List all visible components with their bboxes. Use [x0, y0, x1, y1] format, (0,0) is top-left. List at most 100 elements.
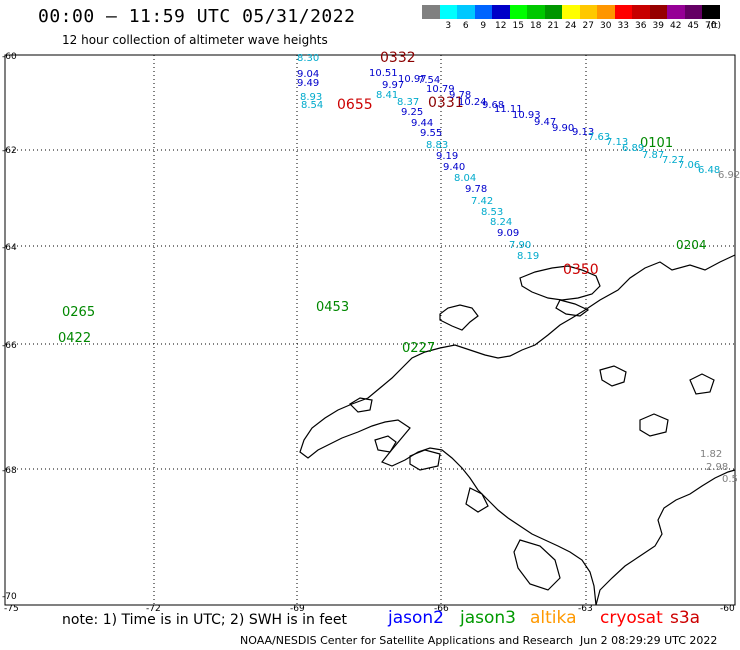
swh-value: 1.82 [700, 449, 723, 460]
swh-value: 9.04 [297, 69, 320, 80]
scale-swatch [702, 5, 720, 19]
scale-tick-label: 33 [617, 21, 629, 31]
scale-swatch [614, 5, 632, 19]
scale-swatch [457, 5, 475, 19]
page-subtitle: 12 hour collection of altimeter wave hei… [62, 33, 328, 47]
page-title: 00:00 – 11:59 UTC 05/31/2022 [38, 6, 356, 27]
scale-swatch [509, 5, 527, 19]
swh-value: 10.93 [512, 110, 541, 121]
legend-s3a: s3a [670, 608, 701, 628]
scale-swatch [544, 5, 562, 19]
swh-value: 8.93 [300, 92, 323, 103]
swh-value: 7.63 [588, 132, 611, 143]
lat-tick-label: -68 [2, 466, 17, 476]
swh-value: 10.51 [369, 68, 398, 79]
legend-cryosat: cryosat [600, 608, 663, 628]
lon-tick-label: -66 [434, 604, 449, 614]
swh-value: 9.44 [411, 118, 434, 129]
scale-swatch [527, 5, 545, 19]
swh-value: 7.42 [471, 196, 494, 207]
swh-value: 9.90 [552, 123, 575, 134]
scale-unit: (ft) [707, 21, 722, 31]
swh-value: 7.90 [509, 240, 532, 251]
swh-value: 9.19 [436, 151, 459, 162]
swh-value: 8.37 [397, 97, 420, 108]
scale-swatch [667, 5, 685, 19]
swh-value: 9.09 [497, 228, 520, 239]
scale-swatch [422, 5, 440, 19]
scale-swatch [474, 5, 492, 19]
scale-tick-label: 12 [495, 21, 507, 31]
swh-value: 8.54 [301, 100, 324, 111]
swh-value: 9.55 [420, 128, 443, 139]
swh-value: 6.48 [698, 165, 721, 176]
lat-tick-label: -64 [2, 243, 17, 253]
swh-value: 7.27 [662, 155, 685, 166]
swh-value: 9.78 [465, 184, 488, 195]
swh-value: 7.06 [678, 160, 701, 171]
swh-value: 8.04 [454, 173, 477, 184]
swh-value: 11.11 [494, 104, 523, 115]
generation-timestamp: Jun 2 08:29:29 UTC 2022 [580, 634, 718, 647]
scale-tick-label: 21 [547, 21, 559, 31]
color-scale: 3 6 9 12 15 18 21 24 27 30 33 36 39 42 45 70 (ft) [422, 5, 730, 35]
legend-altika: altika [530, 608, 577, 628]
scale-swatch [649, 5, 667, 19]
swh-value: 8.53 [481, 207, 504, 218]
legend-jason2: jason2 [388, 608, 444, 628]
track-time-label: 0265 [62, 305, 96, 320]
lat-tick-label: -70 [2, 592, 17, 602]
swh-value: 9.25 [401, 107, 424, 118]
lon-tick-label: -75 [4, 604, 19, 614]
credit-line: NOAA/NESDIS Center for Satellite Applica… [240, 634, 574, 647]
swh-value: 7.13 [606, 137, 629, 148]
scale-tick-label: 24 [565, 21, 577, 31]
scale-tick-label: 9 [480, 21, 487, 31]
track-time-label: 0101 [640, 136, 674, 151]
scale-swatch [492, 5, 510, 19]
scale-swatch [597, 5, 615, 19]
track-time-label: 0227 [402, 341, 436, 356]
swh-value: 9.40 [443, 162, 466, 173]
scale-tick-label: 3 [445, 21, 452, 31]
lon-tick-label: -72 [146, 604, 161, 614]
swh-value: 8.41 [376, 90, 399, 101]
swh-value: 8.30 [297, 53, 320, 64]
swh-value: 7.87 [642, 150, 665, 161]
swh-value: 6.92 [718, 170, 740, 181]
track-time-label: 0350 [563, 262, 599, 278]
swh-value: 8.83 [426, 140, 449, 151]
scale-swatch [579, 5, 597, 19]
track-time-label: 0422 [58, 331, 92, 346]
lon-tick-label: -63 [578, 604, 593, 614]
scale-tick-label: 27 [582, 21, 594, 31]
swh-value: 10.97 [398, 74, 427, 85]
track-time-label: 0655 [337, 97, 373, 113]
graticule [5, 55, 735, 605]
swh-value: 0.5 [722, 474, 738, 485]
lon-tick-label: -60 [720, 604, 735, 614]
swh-value: 8.19 [517, 251, 540, 262]
swh-value: 9.97 [382, 80, 405, 91]
swh-value: 10.24 [458, 97, 487, 108]
scale-swatch [632, 5, 650, 19]
swh-value: 9.68 [482, 100, 505, 111]
track-time-label: 0453 [316, 300, 350, 315]
track-time-label: 0331 [428, 95, 464, 111]
scale-tick-label: 70 [705, 21, 717, 31]
swh-value: 9.47 [534, 117, 557, 128]
swh-value: 8.24 [490, 217, 513, 228]
track-time-label: 0204 [676, 238, 707, 252]
track-time-label: 0332 [380, 50, 416, 66]
swh-value: 2.98 [706, 462, 729, 473]
swh-value: 6.89 [622, 143, 645, 154]
scale-swatch [439, 5, 457, 19]
lat-tick-label: -62 [2, 146, 17, 156]
lon-tick-label: -69 [290, 604, 305, 614]
scale-tick-label: 42 [670, 21, 682, 31]
swh-value: 7.54 [418, 75, 441, 86]
swh-value: 10.79 [426, 84, 455, 95]
swh-value: 9.13 [572, 127, 595, 138]
scale-swatch [684, 5, 702, 19]
